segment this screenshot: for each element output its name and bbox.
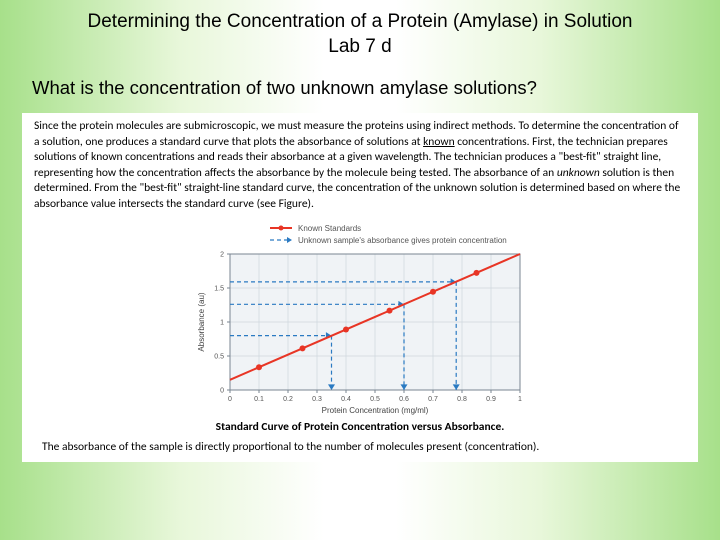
- chart-container: 0 0.1 0.2 0.3 0.4 0.5 0.6 0.7 0.8 0.9 1 0 0.5 1 1.5 2 Pr…: [34, 218, 686, 434]
- svg-text:0.6: 0.6: [399, 396, 409, 403]
- svg-text:0.3: 0.3: [312, 396, 322, 403]
- svg-text:0.9: 0.9: [486, 396, 496, 403]
- conclusion-text: The absorbance of the sample is directly…: [42, 440, 686, 454]
- slide-title: Determining the Concentration of a Prote…: [8, 10, 712, 59]
- svg-text:Absorbance (au): Absorbance (au): [197, 293, 206, 352]
- svg-text:0.5: 0.5: [370, 396, 380, 403]
- question-text: What is the concentration of two unknown…: [32, 77, 720, 99]
- svg-text:0.7: 0.7: [428, 396, 438, 403]
- svg-text:1.5: 1.5: [214, 286, 224, 293]
- content-box: Since the protein molecules are submicro…: [22, 113, 698, 462]
- svg-text:Unknown sample's absorbance gi: Unknown sample's absorbance gives protei…: [298, 236, 507, 245]
- chart-caption: Standard Curve of Protein Concentration …: [216, 420, 505, 434]
- title-line-1: Determining the Concentration of a Prote…: [88, 11, 633, 32]
- title-line-2: Lab 7 d: [328, 36, 391, 57]
- svg-text:0: 0: [228, 396, 232, 403]
- svg-text:0.5: 0.5: [214, 354, 224, 361]
- svg-text:1: 1: [220, 320, 224, 327]
- svg-text:1: 1: [518, 396, 522, 403]
- standard-curve-chart: 0 0.1 0.2 0.3 0.4 0.5 0.6 0.7 0.8 0.9 1 0 0.5 1 1.5 2 Pr…: [190, 218, 530, 418]
- svg-text:0.2: 0.2: [283, 396, 293, 403]
- svg-text:Protein Concentration (mg/ml): Protein Concentration (mg/ml): [322, 406, 429, 415]
- svg-text:Known Standards: Known Standards: [298, 224, 361, 233]
- svg-text:0: 0: [220, 388, 224, 395]
- svg-text:2: 2: [220, 252, 224, 259]
- svg-text:0.4: 0.4: [341, 396, 351, 403]
- svg-text:0.1: 0.1: [254, 396, 264, 403]
- svg-text:0.8: 0.8: [457, 396, 467, 403]
- paragraph: Since the protein molecules are submicro…: [34, 119, 686, 212]
- slide: Determining the Concentration of a Prote…: [0, 0, 720, 540]
